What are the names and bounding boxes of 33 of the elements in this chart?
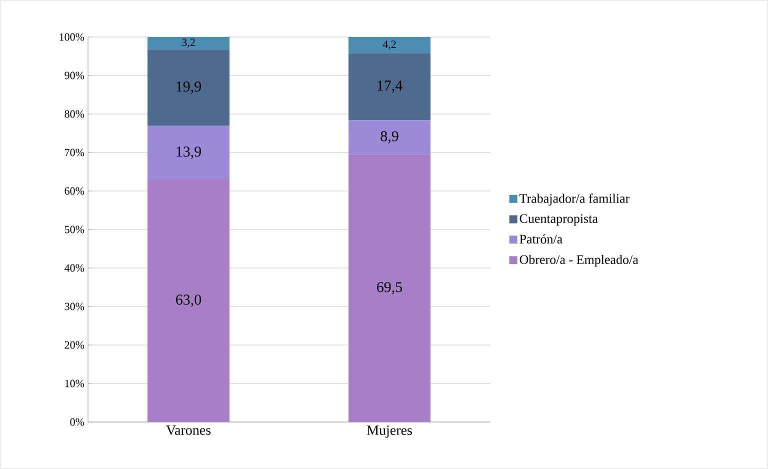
legend-label: Obrero/a - Empleado/a [520,254,638,267]
data-label: 19,9 [176,82,202,94]
y-tick-label: 0% [70,418,84,426]
x-tick-label: Mujeres [366,426,412,438]
y-tick-label: 70% [65,148,84,156]
bar [348,53,431,120]
y-tick-label: 90% [64,72,84,80]
legend-label: Patrón/a [520,234,562,244]
x-tick-label: Varones [166,426,211,435]
y-tick-label: 30% [64,302,84,310]
data-label: 3,2 [182,38,195,48]
bar [148,126,230,180]
legend-label: Trabajador/a familiar [520,194,630,206]
legend-label: Cuentapropista [520,214,598,226]
bar [148,179,230,422]
data-label: 69,5 [377,282,402,294]
bar [148,49,230,126]
data-label: 4,2 [382,40,396,50]
y-tick-label: 80% [64,110,84,118]
data-label: 13,9 [176,146,202,159]
y-tick-label: 10% [65,380,84,388]
y-tick-label: 40% [64,264,84,272]
bar [348,154,431,422]
bar [148,36,230,50]
y-tick-label: 100% [60,33,84,41]
data-label: 17,4 [378,80,402,93]
y-tick-label: 50% [64,226,84,234]
y-tick-label: 60% [64,187,84,195]
bar [348,36,431,54]
data-label: 8,9 [380,131,398,144]
bar [348,120,431,154]
data-label: 63,0 [176,294,202,307]
y-tick-label: 20% [64,341,84,349]
